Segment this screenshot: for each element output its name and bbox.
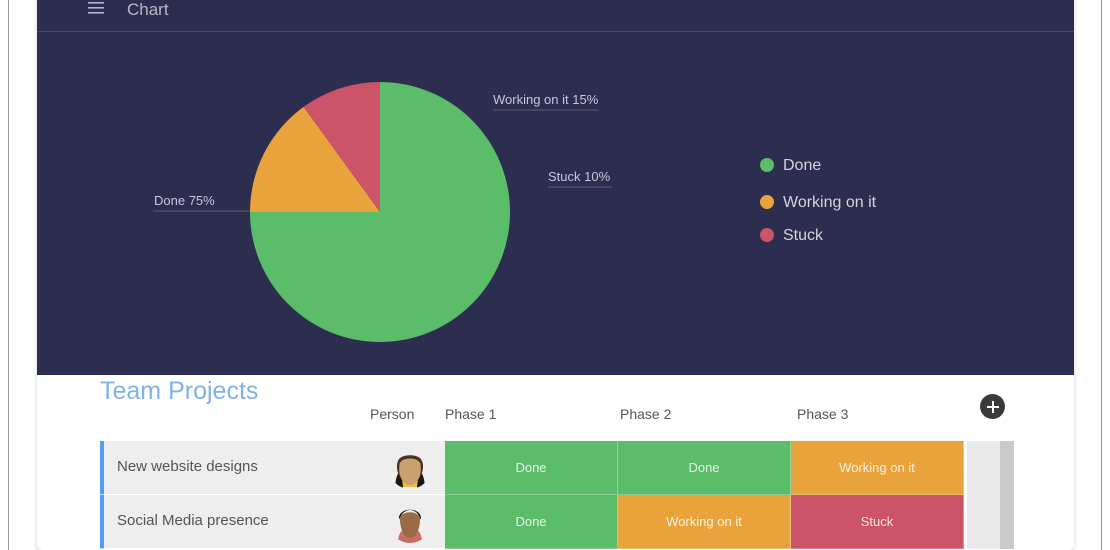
svg-text:Stuck: Stuck [783, 227, 824, 244]
svg-text:Working on it 15%: Working on it 15% [493, 92, 599, 107]
svg-text:Working on it: Working on it [783, 194, 877, 211]
svg-text:Done: Done [783, 157, 821, 174]
svg-text:Stuck 10%: Stuck 10% [548, 169, 611, 184]
svg-text:Done 75%: Done 75% [154, 193, 215, 208]
